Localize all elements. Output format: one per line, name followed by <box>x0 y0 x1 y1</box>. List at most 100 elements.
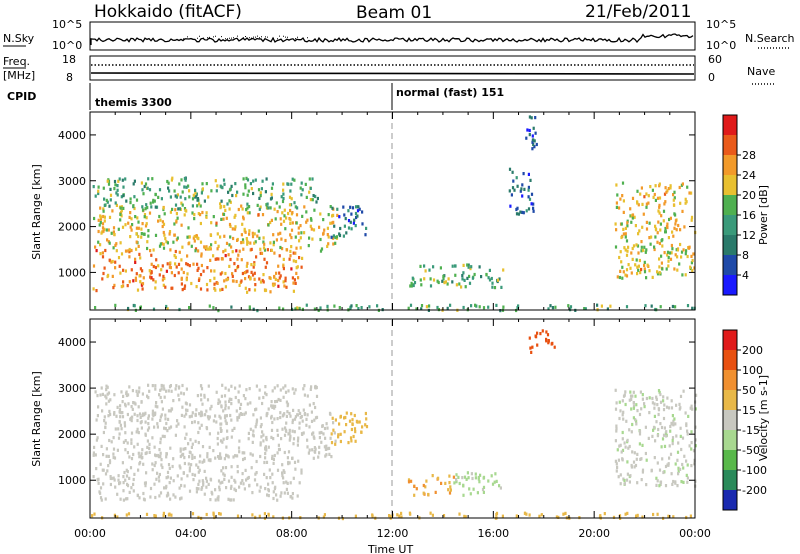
power-cell <box>169 266 172 270</box>
power-cell <box>624 232 627 236</box>
power-cell <box>195 192 198 196</box>
velocity-cell <box>621 399 624 403</box>
power-cell <box>107 182 111 186</box>
power-cell <box>213 276 216 280</box>
power-cell <box>305 303 308 307</box>
power-cell <box>120 209 123 213</box>
power-cell <box>327 235 330 239</box>
power-cell <box>223 234 226 238</box>
power-cell <box>102 207 105 211</box>
power-cell <box>169 261 172 265</box>
velocity-cell <box>126 451 129 455</box>
power-cell <box>451 280 454 284</box>
power-cell <box>274 217 277 221</box>
power-cell <box>278 276 281 280</box>
power-cell <box>114 303 117 307</box>
power-cell <box>309 186 312 190</box>
velocity-cell <box>194 412 197 416</box>
power-cell <box>256 203 259 207</box>
power-cell <box>606 307 609 311</box>
velocity-cell <box>273 406 276 410</box>
velocity-cell <box>254 425 257 429</box>
velocity-cell <box>227 388 230 392</box>
power-cell <box>173 233 176 237</box>
velocity-cell <box>130 441 133 445</box>
velocity-cell <box>200 384 203 388</box>
power-cell <box>157 195 160 199</box>
velocity-cell <box>179 449 182 453</box>
velocity-cell <box>131 389 134 393</box>
power-cell <box>666 250 670 254</box>
power-cell <box>470 265 473 269</box>
power-cell <box>667 187 670 191</box>
power-cell <box>615 183 618 187</box>
power-cell <box>188 195 191 199</box>
power-cell <box>331 221 334 225</box>
velocity-cell <box>199 414 202 418</box>
velocity-cell <box>279 415 282 420</box>
velocity-cell <box>310 410 313 414</box>
velocity-cell <box>261 401 264 406</box>
power-cell <box>282 280 285 284</box>
velocity-cell <box>632 460 636 464</box>
power-cell <box>248 205 251 209</box>
power-cell <box>308 177 311 181</box>
power-cell <box>92 185 95 189</box>
velocity-cell <box>142 462 145 466</box>
power-cell <box>155 205 159 209</box>
velocity-cell <box>234 488 237 493</box>
velocity-cell <box>680 480 683 484</box>
power-cell <box>651 188 654 192</box>
velocity-cell <box>215 390 218 394</box>
velocity-cell <box>217 495 220 499</box>
velocity-cell <box>410 479 413 483</box>
power-cell <box>132 204 135 208</box>
power-cell <box>221 287 224 291</box>
power-cell <box>228 207 231 211</box>
velocity-cell <box>156 422 159 426</box>
velocity-cell <box>468 487 471 491</box>
power-colorbar-frame <box>722 114 738 296</box>
velocity-cell <box>148 389 151 393</box>
power-cell <box>338 232 341 236</box>
velocity-cell <box>217 398 220 402</box>
power-cell <box>284 238 287 243</box>
velocity-cell <box>619 482 622 486</box>
velocity-cell <box>259 441 262 445</box>
power-cell <box>279 245 282 250</box>
velocity-colorbar-swatch <box>723 470 737 490</box>
velocity-cell <box>270 428 274 432</box>
power-cell <box>292 289 295 293</box>
velocity-cell <box>663 403 666 407</box>
power-cell <box>322 232 325 236</box>
velocity-cell <box>149 495 152 499</box>
velocity-cell <box>158 472 161 477</box>
velocity-cell <box>151 384 154 388</box>
power-cell <box>166 241 169 245</box>
velocity-cell <box>679 434 682 438</box>
power-cell <box>511 170 514 174</box>
power-cell <box>203 199 206 203</box>
velocity-colorbar-swatch <box>723 410 737 430</box>
power-cell <box>114 183 117 187</box>
velocity-cell <box>659 400 663 404</box>
velocity-cell <box>195 486 198 491</box>
velocity-cell <box>687 414 690 418</box>
power-cell <box>676 255 679 259</box>
velocity-cell <box>682 389 685 393</box>
velocity-cell <box>194 439 197 443</box>
power-ytick-label: 4000 <box>58 129 86 142</box>
power-cell <box>619 197 622 201</box>
velocity-cell <box>160 400 163 404</box>
velocity-cell <box>212 511 215 515</box>
velocity-cell <box>116 492 119 496</box>
velocity-cell <box>263 512 266 516</box>
power-cell <box>293 201 296 205</box>
power-cell <box>141 205 144 209</box>
power-cell <box>259 191 262 195</box>
velocity-cell <box>338 422 341 426</box>
power-cell <box>584 307 587 311</box>
power-cell <box>222 212 226 216</box>
velocity-cell <box>272 490 275 494</box>
power-cell <box>626 249 629 253</box>
